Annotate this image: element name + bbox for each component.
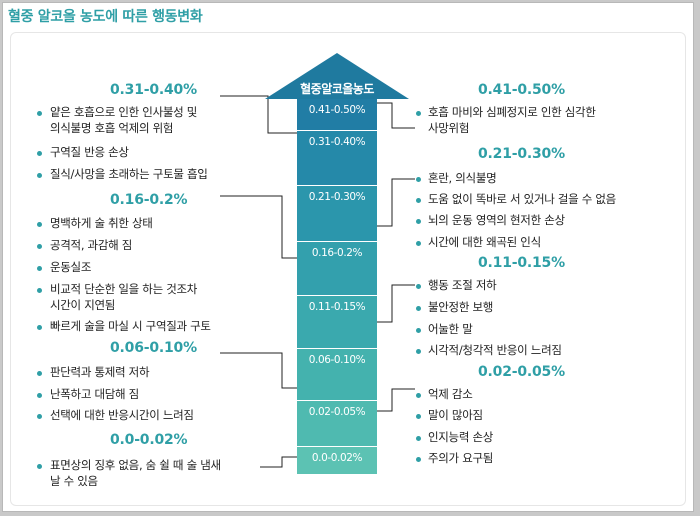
list-item: 시각적/청각적 반응이 느려짐 bbox=[428, 343, 562, 357]
list-item: 시간에 대한 왜곡된 인식 bbox=[428, 235, 541, 249]
bullet-icon bbox=[416, 177, 421, 182]
bullet-icon bbox=[416, 349, 421, 354]
group-heading: 0.06-0.10% bbox=[110, 340, 197, 356]
group-heading: 0.02-0.05% bbox=[478, 364, 565, 380]
list-item: 주의가 요구됨 bbox=[428, 451, 494, 465]
list-item: 비교적 단순한 일을 하는 것조차 bbox=[50, 282, 198, 296]
bullet-icon bbox=[37, 371, 42, 376]
scale-segment: 0.41-0.50% bbox=[297, 99, 377, 131]
scale-segment: 0.02-0.05% bbox=[297, 401, 377, 447]
list-item: 억제 감소 bbox=[428, 387, 473, 401]
list-item: 사망위험 bbox=[428, 121, 470, 135]
bullet-icon bbox=[416, 393, 421, 398]
connector-left-0.06 bbox=[220, 352, 297, 389]
list-item: 표면상의 징후 없음, 숨 쉴 때 술 냄새 bbox=[50, 458, 221, 472]
list-item: 빠르게 술을 마실 시 구역질과 구토 bbox=[50, 319, 211, 333]
scale-segment: 0.06-0.10% bbox=[297, 349, 377, 401]
group-heading: 0.11-0.15% bbox=[478, 255, 565, 271]
bullet-icon bbox=[37, 266, 42, 271]
list-item: 의식불명 호흡 억제의 위험 bbox=[50, 121, 174, 135]
connector-left-0.16 bbox=[220, 195, 297, 259]
bullet-icon bbox=[416, 306, 421, 311]
bullet-icon bbox=[416, 284, 421, 289]
list-item: 선택에 대한 반응시간이 느려짐 bbox=[50, 408, 194, 422]
page-title: 혈중 알코올 농도에 따른 행동변화 bbox=[8, 9, 203, 25]
group-heading: 0.41-0.50% bbox=[478, 82, 565, 98]
arrow-label: 혈중알코올농도 bbox=[300, 82, 374, 96]
list-item: 시간이 지연됨 bbox=[50, 298, 116, 312]
list-item: 뇌의 운동 영역의 현저한 손상 bbox=[428, 213, 565, 227]
list-item: 난폭하고 대담해 짐 bbox=[50, 387, 139, 401]
connector-right-0.02 bbox=[377, 388, 415, 412]
bullet-icon bbox=[416, 111, 421, 116]
bullet-icon bbox=[37, 173, 42, 178]
bullet-icon bbox=[37, 393, 42, 398]
list-item: 날 수 있음 bbox=[50, 474, 98, 488]
list-item: 운동실조 bbox=[50, 260, 92, 274]
connector-left-0.31 bbox=[220, 95, 297, 134]
bullet-icon bbox=[416, 219, 421, 224]
list-item: 인지능력 손상 bbox=[428, 430, 494, 444]
list-item: 구역질 반응 손상 bbox=[50, 145, 129, 159]
list-item: 말이 많아짐 bbox=[428, 408, 483, 422]
list-item: 호흡 마비와 심폐정지로 인한 심각한 bbox=[428, 105, 596, 119]
connector-right-0.21 bbox=[377, 178, 415, 227]
list-item: 혼란, 의식불명 bbox=[428, 171, 497, 185]
list-item: 도움 없이 똑바로 서 있거나 걸을 수 없음 bbox=[428, 192, 616, 206]
bullet-icon bbox=[37, 288, 42, 293]
list-item: 공격적, 과감해 짐 bbox=[50, 238, 133, 252]
connector-right-0.11 bbox=[377, 284, 415, 323]
bullet-icon bbox=[37, 464, 42, 469]
arrow-head bbox=[265, 53, 409, 99]
connector-right-0.41 bbox=[377, 102, 415, 129]
list-item: 명백하게 술 취한 상태 bbox=[50, 216, 153, 230]
bullet-icon bbox=[37, 325, 42, 330]
list-item: 불안정한 보행 bbox=[428, 300, 494, 314]
bullet-icon bbox=[416, 241, 421, 246]
connector-left-0.0 bbox=[260, 456, 297, 468]
bullet-icon bbox=[416, 436, 421, 441]
scale-segment: 0.0-0.02% bbox=[297, 447, 377, 475]
scale-segment: 0.11-0.15% bbox=[297, 296, 377, 349]
bullet-icon bbox=[416, 414, 421, 419]
bullet-icon bbox=[416, 328, 421, 333]
bullet-icon bbox=[416, 457, 421, 462]
group-heading: 0.21-0.30% bbox=[478, 146, 565, 162]
list-item: 어눌한 말 bbox=[428, 322, 473, 336]
list-item: 판단력과 통제력 저하 bbox=[50, 365, 150, 379]
bullet-icon bbox=[37, 414, 42, 419]
bullet-icon bbox=[37, 151, 42, 156]
scale-segment: 0.21-0.30% bbox=[297, 186, 377, 242]
bullet-icon bbox=[37, 111, 42, 116]
list-item: 얕은 호흡으로 인한 인사불성 및 bbox=[50, 105, 198, 119]
scale-segment: 0.31-0.40% bbox=[297, 131, 377, 186]
group-heading: 0.31-0.40% bbox=[110, 82, 197, 98]
list-item: 질식/사망을 초래하는 구토물 흡입 bbox=[50, 167, 208, 181]
list-item: 행동 조절 저하 bbox=[428, 278, 497, 292]
group-heading: 0.16-0.2% bbox=[110, 192, 188, 208]
group-heading: 0.0-0.02% bbox=[110, 432, 188, 448]
diagram-panel bbox=[10, 32, 686, 506]
bullet-icon bbox=[37, 244, 42, 249]
scale-segment: 0.16-0.2% bbox=[297, 242, 377, 296]
bullet-icon bbox=[37, 222, 42, 227]
bullet-icon bbox=[416, 198, 421, 203]
